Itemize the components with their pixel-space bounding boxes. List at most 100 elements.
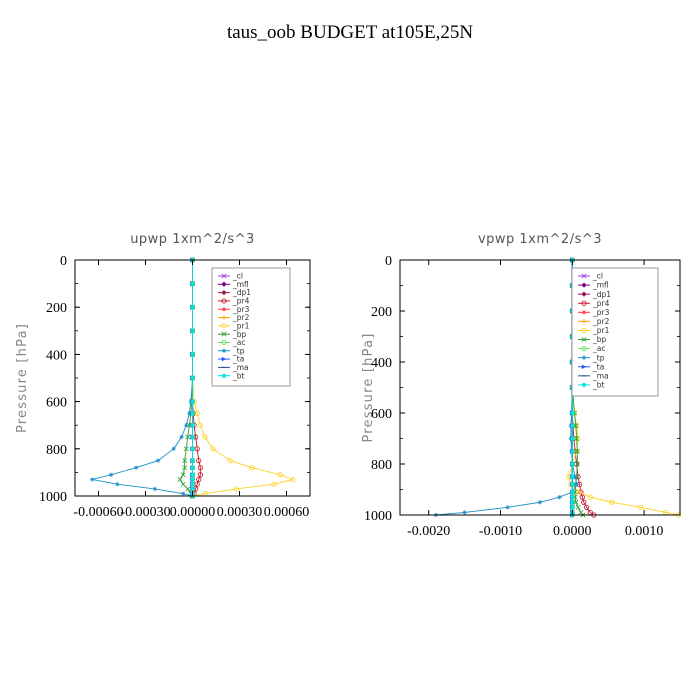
data-point-bt: [189, 280, 196, 287]
y-tick-label: 600: [46, 396, 67, 411]
data-point-pr4: [584, 504, 590, 510]
y-axis-label: Pressure [hPa]: [361, 332, 376, 442]
data-point-bp: [180, 481, 186, 487]
data-point-bt: [189, 304, 196, 310]
data-point-pr4: [196, 476, 202, 483]
data-point-bp: [574, 448, 580, 454]
data-point-bp: [180, 472, 186, 478]
legend-label: _ma: [592, 371, 609, 380]
data-point-bt: [569, 499, 575, 505]
x-tick-label: 0.0010: [625, 524, 664, 539]
legend-label: _bp: [232, 330, 247, 339]
x-tick-label: -0.0010: [479, 524, 522, 539]
data-point-pr1: [277, 472, 283, 478]
data-point-bt: [569, 435, 575, 442]
data-point-pr4: [578, 489, 584, 495]
y-tick-label: 1000: [364, 509, 392, 524]
legend-marker: [221, 373, 227, 379]
x-tick-label: -0.0020: [407, 524, 450, 539]
legend-box: [571, 267, 659, 397]
data-point-bt: [189, 375, 196, 381]
legend-label: _ta: [592, 362, 604, 371]
data-point-bp: [177, 476, 183, 482]
legend-marker: [221, 356, 227, 362]
x-tick-label: 0.00060: [264, 505, 310, 520]
legend-marker: [581, 337, 587, 343]
data-point-bp: [185, 434, 191, 440]
data-point-bp: [574, 436, 580, 441]
legend-label: _pr4: [232, 297, 250, 306]
legend-label: _pr1: [232, 321, 250, 330]
legend-marker: [581, 364, 587, 369]
legend-marker: [581, 355, 587, 360]
data-point-bt: [569, 474, 575, 480]
y-tick-label: 0: [385, 254, 392, 269]
y-tick-label: 200: [371, 305, 392, 320]
data-point-bt: [189, 457, 196, 464]
data-point-tp: [462, 510, 467, 515]
data-point-tp: [187, 411, 192, 416]
data-point-bt: [569, 489, 575, 495]
data-point-tp: [537, 500, 543, 505]
data-point-pr1: [202, 434, 208, 440]
y-tick-label: 200: [46, 301, 67, 316]
chart-panel-2: vpwp 1xm^2/s^3 Pressure [hPa] 0 200 400 600 80…: [361, 232, 682, 539]
data-point-pr1: [233, 486, 239, 492]
legend-box: [211, 267, 291, 387]
legend-marker: [581, 291, 587, 297]
x-tick-label: 0.00000: [170, 505, 216, 520]
data-point-bp: [185, 486, 191, 492]
data-point-pr4: [196, 457, 202, 464]
data-point-pr4: [197, 465, 203, 471]
x-tick-label: 0.00030: [217, 505, 263, 520]
data-point-bt: [569, 494, 575, 500]
legend-marker: [581, 346, 587, 352]
legend-marker: [221, 307, 227, 312]
data-point-bt: [569, 423, 575, 429]
data-point-tp: [184, 423, 189, 428]
legend-marker: [221, 298, 227, 304]
figure-title: taus_oob BUDGET at105E,25N: [226, 22, 474, 43]
data-point-pr1: [197, 422, 203, 428]
data-point-bt: [189, 434, 196, 440]
legend-label: _ma: [232, 363, 249, 372]
legend-marker: [221, 315, 227, 320]
data-point-pr1: [587, 494, 593, 500]
panel-title: vpwp 1xm^2/s^3: [478, 232, 602, 247]
data-point-bt: [189, 328, 196, 334]
data-point-tp: [180, 491, 186, 496]
series-group: [90, 257, 296, 499]
data-point-bp: [183, 446, 189, 452]
legend-label: _mfl: [232, 280, 249, 289]
data-point-tp: [115, 482, 120, 487]
data-point-tp: [179, 434, 184, 440]
legend-marker: [581, 310, 587, 315]
data-point-pr1: [249, 465, 255, 471]
legend-label: _tp: [232, 346, 245, 355]
legend-label: _pr2: [592, 317, 610, 326]
x-tick-label: -0.00060: [73, 505, 123, 520]
legend-marker: [221, 323, 227, 329]
data-point-bt: [189, 410, 196, 417]
legend-marker: [581, 273, 587, 279]
data-point-pr1: [210, 446, 216, 452]
legend-label: _pr3: [232, 305, 250, 314]
data-point-tp: [171, 446, 176, 451]
legend: _cl_mfl_dp1_pr4_pr3_pr2_pr1_bp_ac_tp_ta_…: [571, 267, 659, 397]
legend-marker: [221, 339, 227, 346]
data-point-pr1: [637, 504, 644, 510]
legend-marker: [221, 289, 227, 296]
data-point-pr4: [581, 499, 587, 505]
legend-label: _bt: [232, 371, 245, 380]
data-point-bt: [569, 504, 575, 510]
data-point-tp: [574, 482, 579, 487]
legend-label: _ac: [592, 344, 605, 353]
legend-label: _cl: [232, 272, 243, 281]
data-point-bt: [189, 351, 196, 358]
data-point-bt: [569, 461, 575, 467]
data-point-pr4: [579, 494, 585, 500]
data-point-bt: [189, 422, 196, 428]
data-point-pr1: [609, 499, 615, 505]
legend-label: _ta: [232, 355, 244, 364]
